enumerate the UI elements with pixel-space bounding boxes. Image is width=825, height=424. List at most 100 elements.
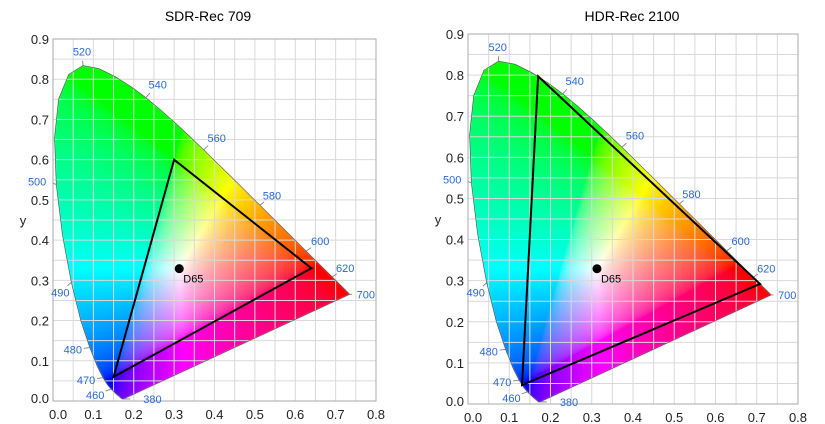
x-tick-label: 0.1	[84, 407, 102, 422]
wavelength-tick	[145, 92, 151, 98]
y-tick-label: 0.2	[31, 314, 49, 329]
wavelength-label: 480	[64, 345, 82, 357]
wavelength-tick	[753, 273, 759, 278]
wavelength-label: 380	[143, 394, 161, 406]
wavelength-tick	[621, 142, 627, 148]
wavelength-label: 580	[263, 190, 281, 202]
y-tick-label: 0.2	[446, 315, 464, 330]
wavelength-label: 580	[682, 189, 700, 201]
wavelength-label: 480	[479, 346, 497, 358]
wavelength-label: 500	[443, 175, 461, 187]
x-tick-label: 0.3	[165, 407, 183, 422]
wavelength-tick	[679, 200, 684, 205]
x-tick-label: 0.4	[205, 407, 223, 422]
x-tick-label: 0.0	[49, 407, 67, 422]
x-tick-label: 0.2	[541, 410, 559, 424]
hdr-chart-svg: 0.0 0.1 0.2 0.3 0.4 0.5 0.6 0.7 0.8 0.0 0.1 0.2 0.3 0…	[435, 27, 807, 424]
y-tick-label: 0.7	[31, 112, 49, 127]
gamut-triangle	[520, 74, 762, 387]
y-tick-label: 0.6	[31, 153, 49, 168]
chart-title-sdr: SDR-Rec 709	[164, 8, 252, 24]
white-point-label: D65	[183, 274, 203, 286]
wavelength-label: 600	[311, 236, 329, 248]
wavelength-label: 540	[566, 76, 584, 88]
x-tick-label: 0.6	[706, 410, 724, 424]
x-tick-label: 0.7	[748, 410, 766, 424]
wavelength-label: 600	[731, 236, 749, 248]
wavelength-tick	[259, 201, 265, 206]
x-tick-label: 0.8	[367, 407, 385, 422]
x-tick-label: 0.1	[500, 410, 518, 424]
y-tick-label: 0.7	[446, 109, 464, 124]
gamut-triangle	[111, 157, 314, 379]
y-axis-label: y	[20, 213, 27, 228]
chart-title-hdr: HDR-Rec 2100	[584, 8, 680, 24]
y-tick-label: 0.3	[446, 274, 464, 289]
wavelength-tick	[97, 377, 104, 379]
wavelength-tick	[67, 282, 72, 287]
wavelength-label: 460	[86, 390, 104, 402]
white-point-marker	[174, 264, 184, 274]
wavelength-label: 500	[28, 176, 46, 188]
wavelength-label: 560	[626, 130, 644, 142]
y-axis-label: y	[435, 212, 442, 227]
x-tick-label: 0.0	[464, 410, 482, 424]
wavelength-tick	[203, 145, 209, 151]
plot-frame	[52, 38, 377, 402]
wavelength-label: 620	[757, 263, 775, 275]
plot-frame	[467, 33, 799, 405]
wavelength-label: 520	[488, 42, 506, 54]
hdr-rec2100-chart: 0.0 0.1 0.2 0.3 0.4 0.5 0.6 0.7 0.8 0.0 0.1 0.2 0.3 0…	[412, 0, 825, 424]
y-tick-label: 0.6	[446, 150, 464, 165]
wavelength-tick	[467, 181, 472, 184]
wavelength-label: 700	[357, 289, 375, 301]
sdr-chart-svg: 0.0 0.1 0.2 0.3 0.4 0.5 0.6 0.7 0.8 0.0 0.1 0.2 0.3 0…	[20, 32, 385, 422]
y-tick-label: 0.0	[31, 391, 49, 406]
x-tick-label: 0.6	[286, 407, 304, 422]
y-tick-label: 0.8	[31, 72, 49, 87]
x-tick-label: 0.3	[583, 410, 601, 424]
wavelength-tick	[499, 349, 506, 351]
wavelength-tick	[513, 379, 520, 382]
wavelength-tick	[83, 347, 90, 349]
x-tick-label: 0.7	[327, 407, 345, 422]
y-tick-label: 0.9	[31, 32, 49, 47]
y-tick-label: 0.8	[446, 68, 464, 83]
x-tick-label: 0.5	[665, 410, 683, 424]
spectral-locus-outline	[469, 60, 772, 403]
white-point-marker	[592, 264, 602, 274]
white-point-label: D65	[601, 274, 621, 286]
wavelength-tick	[331, 273, 337, 278]
spectral-locus-outline	[54, 65, 351, 400]
wavelength-label: 380	[560, 397, 578, 409]
wavelength-tick	[52, 183, 57, 185]
wavelength-tick	[482, 282, 487, 287]
y-tick-label: 0.1	[31, 354, 49, 369]
x-tick-label: 0.2	[125, 407, 143, 422]
sdr-rec709-chart: 0.0 0.1 0.2 0.3 0.4 0.5 0.6 0.7 0.8 0.0 0.1 0.2 0.3 0…	[0, 0, 412, 424]
y-tick-label: 0.1	[446, 356, 464, 371]
wavelength-label: 470	[77, 375, 95, 387]
y-tick-label: 0.0	[446, 394, 464, 409]
wavelength-tick	[305, 247, 312, 252]
wavelength-tick	[521, 391, 528, 395]
y-tick-label: 0.4	[31, 233, 49, 248]
y-tick-label: 0.4	[446, 233, 464, 248]
wavelength-tick	[105, 388, 112, 392]
wavelength-label: 490	[51, 287, 69, 299]
wavelength-tick	[562, 89, 568, 95]
wavelength-label: 470	[493, 377, 511, 389]
x-tick-label: 0.4	[624, 410, 642, 424]
x-tick-label: 0.8	[789, 410, 807, 424]
wavelength-label: 620	[336, 263, 354, 275]
wavelength-label: 520	[73, 47, 91, 59]
wavelength-tick	[726, 247, 732, 252]
wavelength-label: 540	[149, 80, 167, 92]
x-tick-label: 0.5	[246, 407, 264, 422]
y-tick-label: 0.3	[31, 273, 49, 288]
wavelength-label: 560	[207, 133, 225, 145]
y-tick-label: 0.5	[31, 193, 49, 208]
y-tick-label: 0.5	[446, 191, 464, 206]
wavelength-label: 700	[778, 290, 796, 302]
wavelength-label: 490	[467, 288, 485, 300]
